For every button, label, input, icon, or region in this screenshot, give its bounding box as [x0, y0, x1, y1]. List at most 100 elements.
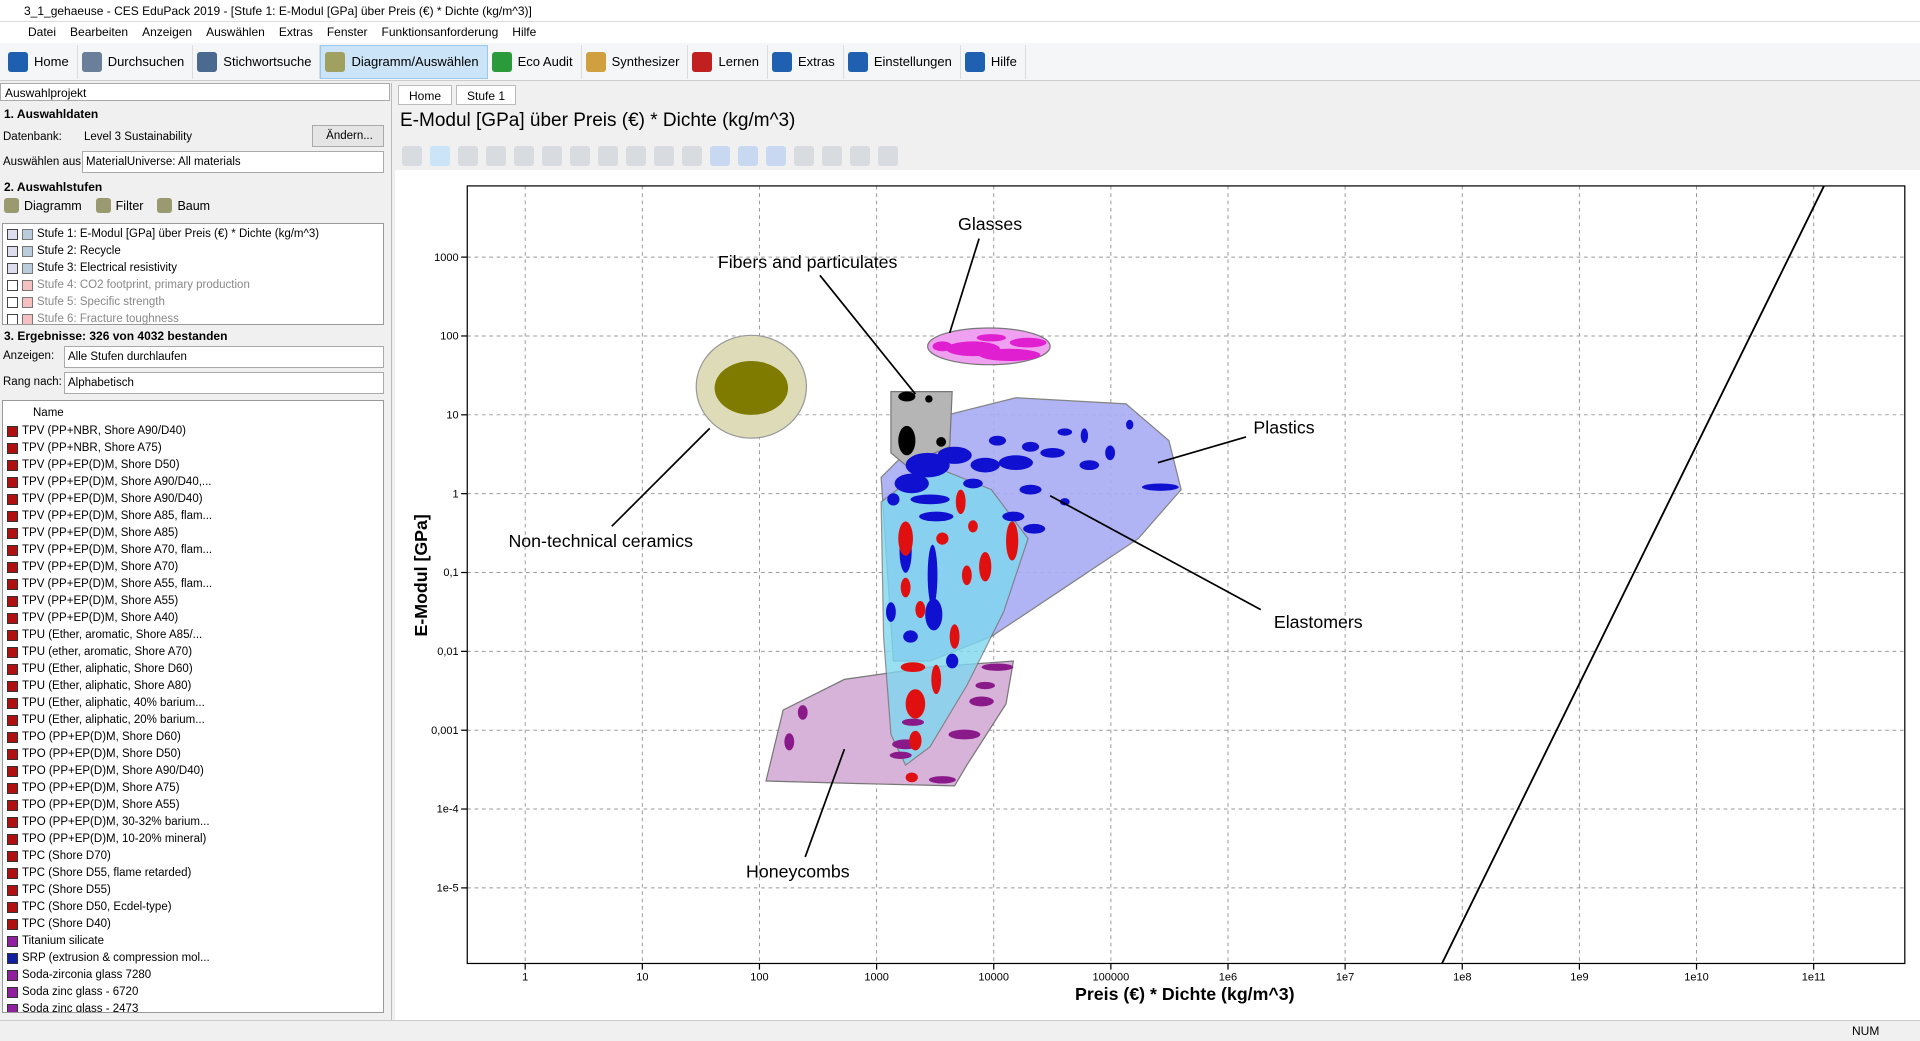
toolbar-button[interactable]: Durchsuchen	[78, 44, 194, 79]
menu-item[interactable]: Fenster	[326, 25, 368, 39]
stage-row[interactable]: Stufe 1: E-Modul [GPa] über Preis (€) * …	[7, 226, 319, 243]
result-row[interactable]: TPO (PP+EP(D)M, Shore A75)	[7, 780, 180, 797]
tool-icon[interactable]	[850, 146, 870, 166]
result-row[interactable]: Soda-zirconia glass 7280	[7, 967, 151, 984]
menu-item[interactable]: Datei	[28, 25, 57, 39]
result-row[interactable]: TPV (PP+EP(D)M, Shore A40)	[7, 610, 178, 627]
leader-line	[1049, 494, 1262, 611]
result-row[interactable]: TPV (PP+EP(D)M, Shore A85)	[7, 525, 178, 542]
material-icon	[7, 443, 18, 454]
tool-icon[interactable]	[626, 146, 646, 166]
tab[interactable]: Stufe 1	[456, 85, 517, 105]
result-row[interactable]: TPO (PP+EP(D)M, Shore D50)	[7, 746, 181, 763]
result-row[interactable]: TPC (Shore D40)	[7, 916, 111, 933]
result-row[interactable]: TPC (Shore D55)	[7, 882, 111, 899]
result-row[interactable]: TPC (Shore D50, Ecdel-type)	[7, 899, 172, 916]
menu-item[interactable]: Auswählen	[206, 25, 265, 39]
result-row[interactable]: TPO (PP+EP(D)M, 10-20% mineral)	[7, 831, 206, 848]
result-row[interactable]: TPU (Ether, aliphatic, 40% barium...	[7, 695, 205, 712]
tool-icon[interactable]	[738, 146, 758, 166]
menu-item[interactable]: Funktionsanforderung	[381, 25, 499, 39]
stage-row[interactable]: Stufe 5: Specific strength	[7, 294, 165, 311]
result-row[interactable]: TPU (Ether, aliphatic, Shore D60)	[7, 661, 193, 678]
result-row[interactable]: TPV (PP+EP(D)M, Shore A55)	[7, 593, 178, 610]
result-row[interactable]: TPU (Ether, aliphatic, Shore A80)	[7, 678, 191, 695]
checkbox[interactable]	[7, 229, 18, 240]
result-row[interactable]: Soda zinc glass - 2473	[7, 1001, 138, 1012]
result-row[interactable]: TPV (PP+EP(D)M, Shore A70, flam...	[7, 542, 212, 559]
result-row[interactable]: SRP (extrusion & compression mol...	[7, 950, 210, 967]
stage-button[interactable]: Baum	[157, 198, 210, 213]
result-row[interactable]: TPC (Shore D70)	[7, 848, 111, 865]
x-tick-label: 1e11	[1802, 972, 1826, 984]
result-row[interactable]: TPU (ether, aromatic, Shore A70)	[7, 644, 192, 661]
stage-icon	[22, 297, 33, 308]
toolbar-button[interactable]: Einstellungen	[844, 44, 961, 79]
toolbar-button[interactable]: Home	[4, 44, 78, 79]
toolbar-button[interactable]: Synthesizer	[582, 44, 689, 79]
toolbar-button[interactable]: Hilfe	[961, 44, 1026, 79]
rank-dropdown[interactable]: Alphabetisch	[64, 372, 384, 394]
tool-icon[interactable]	[654, 146, 674, 166]
toolbar-button[interactable]: Lernen	[688, 44, 768, 79]
toolbar-button[interactable]: Stichwortsuche	[193, 44, 321, 79]
material-icon	[7, 817, 18, 828]
toolbar-button[interactable]: Extras	[768, 44, 844, 79]
menu-item[interactable]: Extras	[278, 25, 313, 39]
change-button[interactable]: Ändern...	[312, 125, 384, 147]
select-from-dropdown[interactable]: MaterialUniverse: All materials	[82, 151, 384, 173]
tool-icon[interactable]	[878, 146, 898, 166]
tool-icon[interactable]	[794, 146, 814, 166]
tool-icon[interactable]	[570, 146, 590, 166]
tool-icon[interactable]	[542, 146, 562, 166]
stage-button[interactable]: Filter	[95, 198, 143, 213]
column-header[interactable]: Name	[33, 407, 64, 419]
tool-icon[interactable]	[682, 146, 702, 166]
checkbox[interactable]	[7, 297, 18, 308]
result-row[interactable]: TPO (PP+EP(D)M, 30-32% barium...	[7, 814, 210, 831]
result-row[interactable]: Soda zinc glass - 6720	[7, 984, 138, 1001]
result-row[interactable]: TPV (PP+EP(D)M, Shore A85, flam...	[7, 508, 212, 525]
result-row[interactable]: TPV (PP+EP(D)M, Shore A55, flam...	[7, 576, 212, 593]
result-row[interactable]: TPV (PP+NBR, Shore A90/D40)	[7, 423, 186, 440]
result-row[interactable]: TPU (Ether, aliphatic, 20% barium...	[7, 712, 205, 729]
result-row[interactable]: TPO (PP+EP(D)M, Shore D60)	[7, 729, 181, 746]
stage-row[interactable]: Stufe 3: Electrical resistivity	[7, 260, 177, 277]
tool-icon[interactable]	[822, 146, 842, 166]
result-row[interactable]: TPV (PP+NBR, Shore A75)	[7, 440, 162, 457]
tool-icon[interactable]	[766, 146, 786, 166]
checkbox[interactable]	[7, 246, 18, 257]
tool-icon[interactable]	[598, 146, 618, 166]
toolbar-button[interactable]: Eco Audit	[488, 44, 582, 79]
result-row[interactable]: TPV (PP+EP(D)M, Shore D50)	[7, 457, 180, 474]
toolbar-button[interactable]: Diagramm/Auswählen	[320, 44, 488, 79]
leader-line	[804, 748, 846, 858]
tool-icon[interactable]	[402, 146, 422, 166]
result-row[interactable]: TPO (PP+EP(D)M, Shore A90/D40)	[7, 763, 204, 780]
tool-icon[interactable]	[710, 146, 730, 166]
result-row[interactable]: TPC (Shore D55, flame retarded)	[7, 865, 191, 882]
show-dropdown[interactable]: Alle Stufen durchlaufen	[64, 346, 384, 368]
menu-item[interactable]: Anzeigen	[142, 25, 193, 39]
checkbox[interactable]	[7, 263, 18, 274]
checkbox[interactable]	[7, 280, 18, 291]
result-row[interactable]: TPV (PP+EP(D)M, Shore A90/D40,...	[7, 474, 212, 491]
result-row[interactable]: TPO (PP+EP(D)M, Shore A55)	[7, 797, 180, 814]
stage-row[interactable]: Stufe 2: Recycle	[7, 243, 121, 260]
checkbox[interactable]	[7, 314, 18, 324]
stage-row[interactable]: Stufe 4: CO2 footprint, primary producti…	[7, 277, 250, 294]
result-row[interactable]: TPV (PP+EP(D)M, Shore A90/D40)	[7, 491, 203, 508]
menu-item[interactable]: Bearbeiten	[70, 25, 129, 39]
menu-item[interactable]: Hilfe	[512, 25, 537, 39]
tool-icon[interactable]	[430, 146, 450, 166]
stage-button[interactable]: Diagramm	[4, 198, 82, 213]
tool-icon[interactable]	[458, 146, 478, 166]
stage-row[interactable]: Stufe 6: Fracture toughness	[7, 311, 179, 324]
result-row[interactable]: TPU (Ether, aromatic, Shore A85/...	[7, 627, 202, 644]
tab[interactable]: Home	[398, 85, 453, 105]
x-tick-label: 1e8	[1453, 972, 1471, 984]
result-row[interactable]: TPV (PP+EP(D)M, Shore A70)	[7, 559, 178, 576]
result-row[interactable]: Titanium silicate	[7, 933, 104, 950]
tool-icon[interactable]	[486, 146, 506, 166]
tool-icon[interactable]	[514, 146, 534, 166]
